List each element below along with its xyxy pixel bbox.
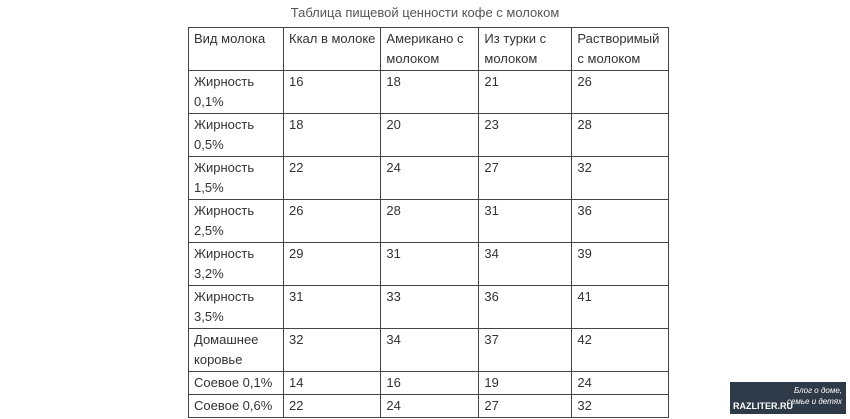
value-cell: 42 [571, 328, 670, 372]
header-cell: Вид молока [188, 27, 284, 71]
value-cell: 24 [380, 394, 480, 418]
value-cell: 23 [478, 113, 573, 157]
value-cell: 21 [478, 70, 573, 114]
value-cell: 32 [282, 328, 382, 372]
value-cell: 18 [380, 70, 480, 114]
value-cell: 28 [380, 199, 480, 243]
header-cell: Растворимый с молоком [571, 27, 670, 71]
value-cell: 16 [282, 70, 382, 114]
row-label: Жирность 3,2% [188, 242, 284, 286]
logo-tagline: Блог о доме, семье и детях [786, 386, 842, 406]
header-cell: Из турки с молоком [478, 27, 573, 71]
value-cell: 24 [380, 156, 480, 200]
site-logo: RAZLITER.RU Блог о доме, семье и детях [730, 382, 846, 414]
row-label: Жирность 1,5% [188, 156, 284, 200]
table-row: Жирность 2,5% 26 28 31 36 [188, 199, 670, 243]
value-cell: 27 [478, 394, 573, 418]
value-cell: 20 [380, 113, 480, 157]
value-cell: 27 [478, 156, 573, 200]
value-cell: 33 [380, 285, 480, 329]
value-cell: 31 [478, 199, 573, 243]
value-cell: 24 [571, 371, 670, 395]
nutrition-table: Вид молока Ккал в молоке Американо с молок… [188, 27, 670, 418]
header-cell: Ккал в молоке [282, 27, 382, 71]
table-row: Соевое 0,6% 22 24 27 32 [188, 394, 670, 418]
value-cell: 41 [571, 285, 670, 329]
value-cell: 22 [282, 156, 382, 200]
table-row: Жирность 3,5% 31 33 36 41 [188, 285, 670, 329]
value-cell: 18 [282, 113, 382, 157]
value-cell: 36 [478, 285, 573, 329]
value-cell: 36 [571, 199, 670, 243]
value-cell: 22 [282, 394, 382, 418]
value-cell: 34 [380, 328, 480, 372]
row-label: Жирность 2,5% [188, 199, 284, 243]
value-cell: 28 [571, 113, 670, 157]
row-label: Соевое 0,1% [188, 371, 284, 395]
table-row: Жирность 3,2% 29 31 34 39 [188, 242, 670, 286]
table-row: Жирность 0,1% 16 18 21 26 [188, 70, 670, 114]
value-cell: 32 [571, 394, 670, 418]
value-cell: 14 [282, 371, 382, 395]
value-cell: 34 [478, 242, 573, 286]
value-cell: 16 [380, 371, 480, 395]
value-cell: 26 [571, 70, 670, 114]
value-cell: 37 [478, 328, 573, 372]
logo-site: RAZLITER.RU [733, 401, 793, 411]
row-label: Соевое 0,6% [188, 394, 284, 418]
header-row: Вид молока Ккал в молоке Американо с молок… [188, 27, 670, 71]
value-cell: 29 [282, 242, 382, 286]
row-label: Домашнее коровье [188, 328, 284, 372]
table-row: Домашнее коровье 32 34 37 42 [188, 328, 670, 372]
header-cell: Американо с молоком [380, 27, 480, 71]
value-cell: 31 [282, 285, 382, 329]
value-cell: 26 [282, 199, 382, 243]
value-cell: 19 [478, 371, 573, 395]
table-row: Соевое 0,1% 14 16 19 24 [188, 371, 670, 395]
row-label: Жирность 0,5% [188, 113, 284, 157]
row-label: Жирность 3,5% [188, 285, 284, 329]
table-row: Жирность 1,5% 22 24 27 32 [188, 156, 670, 200]
row-label: Жирность 0,1% [188, 70, 284, 114]
table-title: Таблица пищевой ценности кофе с молоком [290, 5, 560, 20]
value-cell: 31 [380, 242, 480, 286]
table-row: Жирность 0,5% 18 20 23 28 [188, 113, 670, 157]
value-cell: 39 [571, 242, 670, 286]
value-cell: 32 [571, 156, 670, 200]
